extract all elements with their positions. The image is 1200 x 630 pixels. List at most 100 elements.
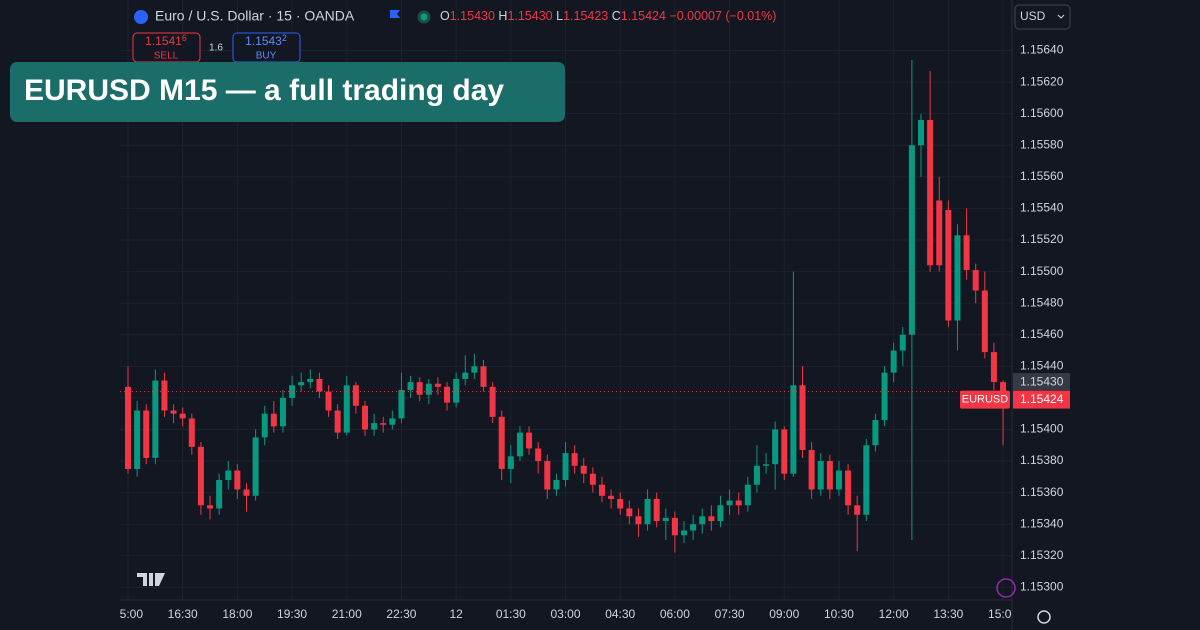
ohlc: O1.15430 H1.15430 L1.15423 C1.15424 −0.0… xyxy=(440,9,776,23)
y-tick-label: 1.15320 xyxy=(1020,548,1064,562)
chevron xyxy=(1057,14,1065,19)
x-tick-label: 19:30 xyxy=(277,607,307,621)
last-price-box xyxy=(1013,390,1070,409)
symbol-label: EURUSD xyxy=(962,393,1009,405)
candle-body xyxy=(125,386,131,469)
candle-body xyxy=(690,524,697,531)
candle-body xyxy=(635,516,642,525)
logo xyxy=(137,573,165,586)
symbol-title[interactable]: Euro / U.S. Dollar · 15 · OANDA xyxy=(155,8,355,24)
ohlc-value: 1.15424 xyxy=(621,9,666,23)
candle-body xyxy=(352,385,359,406)
candle-body xyxy=(589,473,596,485)
candle-body xyxy=(261,413,268,438)
candle-body xyxy=(817,461,824,490)
alert-icon[interactable] xyxy=(996,578,1016,598)
candle-body xyxy=(316,378,323,392)
sell-price-box: 1.15416 xyxy=(145,33,187,48)
candle-body xyxy=(781,429,788,474)
candle-body xyxy=(535,448,542,462)
x-tick-label: 22:30 xyxy=(386,607,416,621)
sell-price: 1.1541 xyxy=(145,34,182,48)
x-tick-label: 01:30 xyxy=(496,607,526,621)
ohlc-key: L xyxy=(556,9,563,23)
overlay-box xyxy=(10,62,565,122)
buy-price-box: 1.15432 xyxy=(245,33,287,48)
candle-body xyxy=(462,372,469,379)
x-tick-label: 21:00 xyxy=(332,607,362,621)
y-tick-label: 1.15460 xyxy=(1020,327,1064,341)
candle-body xyxy=(681,530,688,536)
y-tick-label: 1.15600 xyxy=(1020,106,1064,120)
y-tick-label: 1.15340 xyxy=(1020,516,1064,530)
candle-body xyxy=(981,290,988,353)
candle-body xyxy=(216,480,223,509)
status-dot xyxy=(417,10,431,24)
candle-body xyxy=(170,410,177,414)
candle-body xyxy=(453,378,460,403)
y-tick-label: 1.15540 xyxy=(1020,201,1064,215)
candle-body xyxy=(307,378,314,383)
ohlc-key: H xyxy=(498,9,507,23)
candle-body xyxy=(361,405,368,430)
price-label-box xyxy=(1013,373,1070,391)
candle-body xyxy=(671,517,678,536)
candle-body xyxy=(608,495,615,499)
x-tick-label: 09:00 xyxy=(769,607,799,621)
candle-body xyxy=(753,465,760,485)
x-tick-label: 16:30 xyxy=(168,607,198,621)
candle-body xyxy=(298,382,305,386)
candle-body xyxy=(243,489,250,496)
y-tick-label: 1.15580 xyxy=(1020,137,1064,151)
candle-body xyxy=(763,464,770,466)
candle-body xyxy=(927,120,934,266)
y-tick-label: 1.15620 xyxy=(1020,74,1064,88)
candle-body xyxy=(434,383,441,387)
candle-body xyxy=(580,465,587,474)
candle-body xyxy=(717,505,724,522)
buy-pip: 2 xyxy=(282,33,287,43)
ohlc-key: C xyxy=(612,9,621,23)
settings-icon[interactable] xyxy=(1037,610,1051,624)
currency-button[interactable] xyxy=(1014,4,1071,30)
candle-body xyxy=(207,505,214,509)
candle-body xyxy=(881,372,888,420)
candle-body xyxy=(936,200,943,266)
candle-body xyxy=(161,380,168,411)
candle-body xyxy=(489,386,496,417)
sell-label: SELL xyxy=(154,51,179,62)
price-label: 1.15430 xyxy=(1020,374,1064,388)
buy-label: BUY xyxy=(256,51,277,62)
y-tick-label: 1.15560 xyxy=(1020,169,1064,183)
ohlc-key: O xyxy=(440,9,450,23)
x-tick-label: 13:30 xyxy=(933,607,963,621)
candle-body xyxy=(872,420,879,446)
buy-price: 1.1543 xyxy=(245,34,282,48)
currency: USD xyxy=(1020,9,1046,23)
candle-body xyxy=(890,350,897,373)
y-tick-label: 1.15380 xyxy=(1020,453,1064,467)
candle-body xyxy=(134,410,141,469)
candle-body xyxy=(617,498,624,509)
flag-icon[interactable] xyxy=(390,10,400,18)
candle-body xyxy=(963,235,970,270)
change: −0.00007 (−0.01%) xyxy=(669,9,776,23)
candle-body xyxy=(480,366,487,387)
candle-body xyxy=(526,432,533,449)
candle-body xyxy=(143,410,150,458)
candle-body xyxy=(790,385,797,474)
candle-body xyxy=(544,461,551,490)
symbol-icon xyxy=(134,10,148,24)
overlay-title: EURUSD M15 — a full trading day xyxy=(24,74,504,107)
candle-body xyxy=(945,210,952,321)
y-tick-label: 1.15440 xyxy=(1020,358,1064,372)
sell-pip: 6 xyxy=(182,33,187,43)
candle-body xyxy=(197,446,204,506)
candle-body xyxy=(908,145,915,335)
candle-body xyxy=(407,382,414,390)
candle-body xyxy=(334,410,341,433)
candle-body xyxy=(507,456,514,469)
candle-body xyxy=(972,270,979,291)
x-tick-label: 12 xyxy=(449,607,463,621)
